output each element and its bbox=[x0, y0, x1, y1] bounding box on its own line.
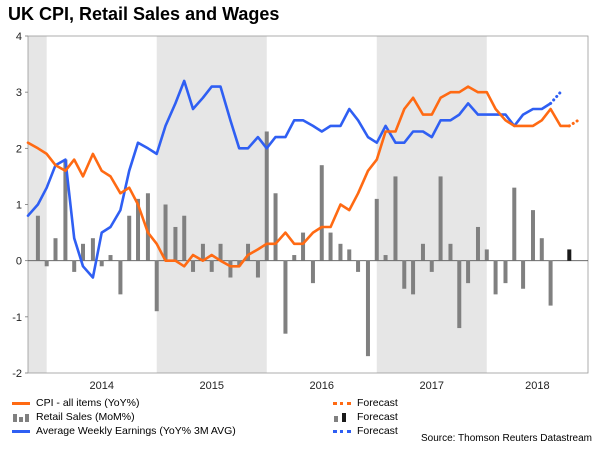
legend-retail: Retail Sales (MoM%) bbox=[12, 411, 135, 423]
retail-bar bbox=[127, 215, 132, 261]
retail-bar bbox=[512, 187, 517, 261]
retail-bar bbox=[466, 260, 471, 284]
plot-frame bbox=[27, 35, 589, 374]
retail-bar bbox=[301, 232, 306, 261]
legend-forecast-1: Forecast bbox=[357, 397, 398, 409]
awe-forecast-line bbox=[549, 90, 562, 105]
awe-line bbox=[26, 79, 552, 279]
retail-bar bbox=[484, 249, 489, 261]
x-year-label-2015: 2015 bbox=[199, 380, 223, 392]
retail-bar bbox=[72, 260, 77, 272]
legend-awe: Average Weekly Earnings (YoY% 3M AVG) bbox=[12, 425, 236, 437]
y-tick-label--2: -2 bbox=[12, 368, 22, 380]
retail-bar bbox=[35, 215, 40, 261]
retail-bar bbox=[328, 232, 333, 261]
retail-bar bbox=[246, 243, 251, 261]
retail-bar bbox=[228, 260, 233, 278]
retail-bar bbox=[493, 260, 498, 295]
retail-bar bbox=[457, 260, 462, 329]
retail-bar bbox=[237, 260, 242, 267]
awe-forecast-swatch bbox=[333, 429, 351, 433]
legend-retail-forecast: Forecast bbox=[333, 411, 398, 423]
retail-forecast-swatch bbox=[333, 412, 351, 422]
y-tick-label--1: -1 bbox=[12, 312, 22, 324]
legend-cpi-forecast: Forecast bbox=[333, 397, 398, 409]
retail-bar bbox=[411, 260, 416, 295]
retail-bar bbox=[90, 238, 95, 261]
retail-bar bbox=[200, 243, 205, 261]
legend-awe-label: Average Weekly Earnings (YoY% 3M AVG) bbox=[36, 425, 236, 437]
shaded-band-1 bbox=[156, 36, 267, 373]
retail-bar bbox=[365, 260, 370, 357]
retail-bar bbox=[118, 260, 123, 295]
retail-bar bbox=[503, 260, 508, 284]
retail-bar bbox=[191, 260, 196, 272]
y-tick-label-3: 3 bbox=[16, 87, 22, 99]
x-year-label-2014: 2014 bbox=[89, 380, 113, 392]
retail-forecast-bar bbox=[567, 249, 572, 261]
retail-bar bbox=[264, 131, 269, 261]
retail-bar bbox=[530, 210, 535, 261]
retail-swatch bbox=[12, 412, 30, 422]
retail-bar bbox=[63, 159, 68, 261]
y-tick-label-4: 4 bbox=[16, 31, 22, 43]
retail-bar bbox=[347, 249, 352, 261]
retail-bar bbox=[136, 198, 141, 261]
cpi-forecast-swatch bbox=[333, 401, 351, 405]
legend-forecast-3: Forecast bbox=[357, 425, 398, 437]
retail-bar bbox=[539, 238, 544, 261]
retail-bar bbox=[53, 238, 58, 261]
source-note: Source: Thomson Reuters Datastream bbox=[420, 433, 592, 444]
retail-bar bbox=[310, 260, 315, 284]
retail-bar bbox=[548, 260, 553, 306]
y-tick-label-1: 1 bbox=[16, 200, 22, 212]
retail-bar bbox=[374, 198, 379, 261]
legend-cpi-label: CPI - all items (YoY%) bbox=[36, 397, 140, 409]
retail-bar bbox=[438, 176, 443, 261]
retail-bar bbox=[81, 243, 86, 261]
retail-bar bbox=[163, 204, 168, 261]
x-year-label-2016: 2016 bbox=[310, 380, 334, 392]
x-year-label-2018: 2018 bbox=[525, 380, 549, 392]
y-tick-label-0: 0 bbox=[16, 256, 22, 268]
retail-bar bbox=[145, 193, 150, 261]
retail-bar bbox=[429, 260, 434, 272]
retail-bar bbox=[44, 260, 49, 267]
retail-bar bbox=[356, 260, 361, 272]
retail-bar bbox=[182, 215, 187, 261]
legend-retail-label: Retail Sales (MoM%) bbox=[36, 411, 135, 423]
retail-bar bbox=[393, 176, 398, 261]
retail-bar bbox=[338, 243, 343, 261]
retail-bar bbox=[521, 260, 526, 289]
cpi-line bbox=[26, 85, 571, 268]
chart-title: UK CPI, Retail Sales and Wages bbox=[8, 4, 280, 24]
retail-bar bbox=[99, 260, 104, 267]
retail-bar bbox=[154, 260, 159, 312]
retail-bar bbox=[383, 255, 388, 261]
retail-bar bbox=[448, 243, 453, 261]
chart-area: -2 -1 0 1 2 3 4 2014 2015 2016 2017 2018 bbox=[12, 31, 589, 392]
y-tick-label-2: 2 bbox=[16, 143, 22, 155]
retail-bar bbox=[173, 226, 178, 261]
retail-bar bbox=[292, 255, 297, 261]
cpi-swatch bbox=[12, 401, 30, 405]
retail-bar bbox=[108, 255, 113, 261]
awe-swatch bbox=[12, 429, 30, 433]
legend-cpi: CPI - all items (YoY%) bbox=[12, 397, 139, 409]
retail-bar bbox=[420, 243, 425, 261]
legend-awe-forecast: Forecast bbox=[333, 425, 398, 437]
retail-bar bbox=[402, 260, 407, 289]
retail-bar bbox=[273, 193, 278, 261]
retail-bar bbox=[209, 260, 214, 272]
retail-bar bbox=[475, 226, 480, 261]
legend-forecast-2: Forecast bbox=[357, 411, 398, 423]
retail-bar bbox=[283, 260, 288, 334]
retail-bar bbox=[218, 243, 223, 261]
retail-bar bbox=[255, 260, 260, 278]
cpi-forecast-line bbox=[567, 118, 580, 128]
retail-bar bbox=[319, 165, 324, 261]
x-year-label-2017: 2017 bbox=[420, 380, 444, 392]
